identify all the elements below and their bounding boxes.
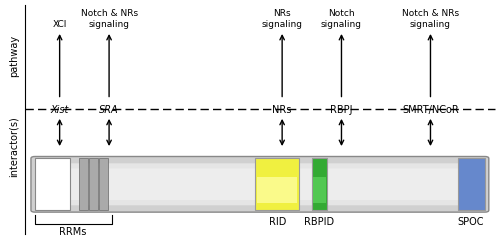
Text: Notch & NRs
signaling: Notch & NRs signaling (402, 9, 459, 29)
Text: SRA: SRA (100, 105, 119, 115)
Text: RID: RID (268, 217, 286, 227)
Text: Notch & NRs
signaling: Notch & NRs signaling (80, 9, 138, 29)
Bar (99, 158, 108, 210)
FancyBboxPatch shape (58, 168, 461, 200)
Bar (458, 158, 485, 210)
FancyBboxPatch shape (38, 163, 482, 205)
Text: SMRT/NCoR: SMRT/NCoR (402, 105, 459, 115)
Text: pathway: pathway (8, 35, 18, 77)
Bar (35, 158, 70, 210)
Bar (90, 158, 98, 210)
Bar (312, 158, 326, 210)
Bar (313, 177, 326, 203)
Text: RRMs: RRMs (60, 227, 86, 237)
Text: NRs: NRs (272, 105, 292, 115)
FancyBboxPatch shape (31, 157, 489, 212)
Text: interactor(s): interactor(s) (8, 116, 18, 177)
Text: Xist: Xist (50, 105, 69, 115)
Bar (80, 158, 88, 210)
Bar (255, 158, 300, 210)
Text: XCI: XCI (52, 20, 67, 29)
Text: RBPJ: RBPJ (330, 105, 352, 115)
Text: Notch
signaling: Notch signaling (321, 9, 362, 29)
Text: NRs
signaling: NRs signaling (262, 9, 302, 29)
Text: RBPID: RBPID (304, 217, 334, 227)
Bar (258, 177, 297, 203)
Text: SPOC: SPOC (458, 217, 484, 227)
